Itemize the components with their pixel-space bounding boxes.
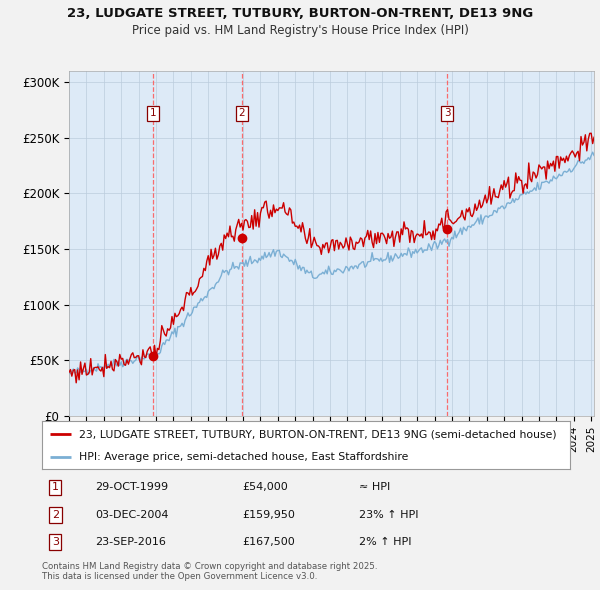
Text: Contains HM Land Registry data © Crown copyright and database right 2025.
This d: Contains HM Land Registry data © Crown c… <box>42 562 377 581</box>
Text: 29-OCT-1999: 29-OCT-1999 <box>95 483 168 493</box>
Text: 3: 3 <box>52 537 59 547</box>
Text: £159,950: £159,950 <box>242 510 296 520</box>
Text: 2: 2 <box>52 510 59 520</box>
Text: 23, LUDGATE STREET, TUTBURY, BURTON-ON-TRENT, DE13 9NG: 23, LUDGATE STREET, TUTBURY, BURTON-ON-T… <box>67 7 533 20</box>
Text: ≈ HPI: ≈ HPI <box>359 483 390 493</box>
Text: 1: 1 <box>52 483 59 493</box>
Text: HPI: Average price, semi-detached house, East Staffordshire: HPI: Average price, semi-detached house,… <box>79 452 409 462</box>
Text: 03-DEC-2004: 03-DEC-2004 <box>95 510 168 520</box>
Text: £167,500: £167,500 <box>242 537 295 547</box>
Text: £54,000: £54,000 <box>242 483 289 493</box>
Text: 2: 2 <box>238 108 245 118</box>
Text: 23, LUDGATE STREET, TUTBURY, BURTON-ON-TRENT, DE13 9NG (semi-detached house): 23, LUDGATE STREET, TUTBURY, BURTON-ON-T… <box>79 429 557 439</box>
Text: 23-SEP-2016: 23-SEP-2016 <box>95 537 166 547</box>
Text: 1: 1 <box>149 108 156 118</box>
Text: Price paid vs. HM Land Registry's House Price Index (HPI): Price paid vs. HM Land Registry's House … <box>131 24 469 37</box>
Text: 2% ↑ HPI: 2% ↑ HPI <box>359 537 412 547</box>
Text: 23% ↑ HPI: 23% ↑ HPI <box>359 510 418 520</box>
Text: 3: 3 <box>444 108 451 118</box>
